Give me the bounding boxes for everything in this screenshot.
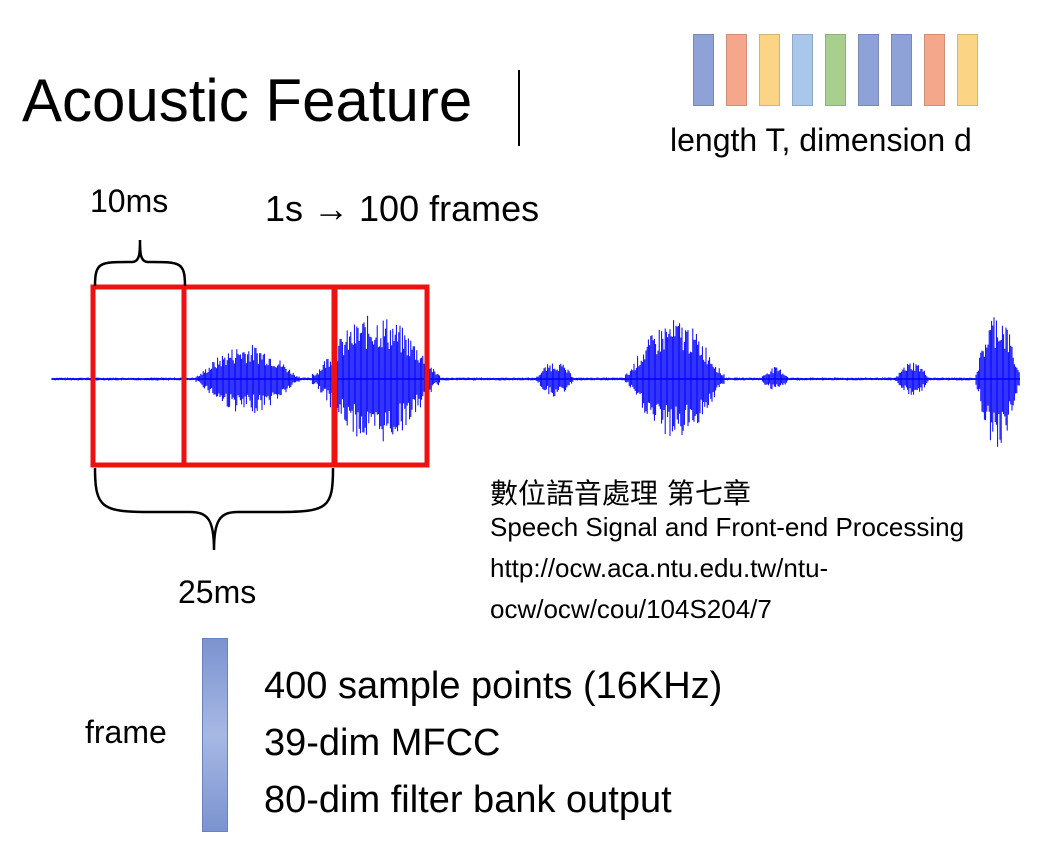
frame-label: frame [85, 714, 167, 750]
frame-box-2 [181, 284, 430, 468]
feature-vector-cell [825, 34, 846, 106]
page-title: Acoustic Feature [22, 67, 473, 134]
frame-property: 39-dim MFCC [264, 722, 501, 764]
frame-vector-bar [202, 638, 228, 832]
text-cursor [518, 70, 520, 146]
window-brace [93, 467, 335, 551]
speech-waveform [51, 315, 1020, 447]
frame-rate-label: 1s → 100 frames [265, 188, 540, 229]
feature-vector-cell [957, 34, 978, 106]
feature-vector-cell [759, 34, 780, 106]
reference-title-zh: 數位語音處理 第七章 [490, 477, 751, 510]
feature-vector-cell [693, 34, 714, 106]
hop-size-label: 10ms [90, 183, 169, 219]
waveform-trace [51, 315, 1020, 447]
feature-vector-cell [924, 34, 945, 106]
window-size-label: 25ms [178, 574, 257, 610]
reference-title-en: Speech Signal and Front-end Processing [490, 512, 965, 542]
hop-brace [93, 239, 187, 287]
reference-url-line2: ocw/ocw/cou/104S204/7 [490, 594, 772, 624]
feature-vector-cell [726, 34, 747, 106]
feature-sequence [690, 34, 990, 108]
frame-property: 400 sample points (16KHz) [264, 665, 723, 707]
reference-url-line1: http://ocw.aca.ntu.edu.tw/ntu- [490, 553, 829, 583]
feature-vector-cell [891, 34, 912, 106]
feature-sequence-label: length T, dimension d [670, 122, 972, 158]
feature-vector-cell [792, 34, 813, 106]
frame-property: 80-dim filter bank output [264, 779, 672, 821]
feature-vector-cell [858, 34, 879, 106]
